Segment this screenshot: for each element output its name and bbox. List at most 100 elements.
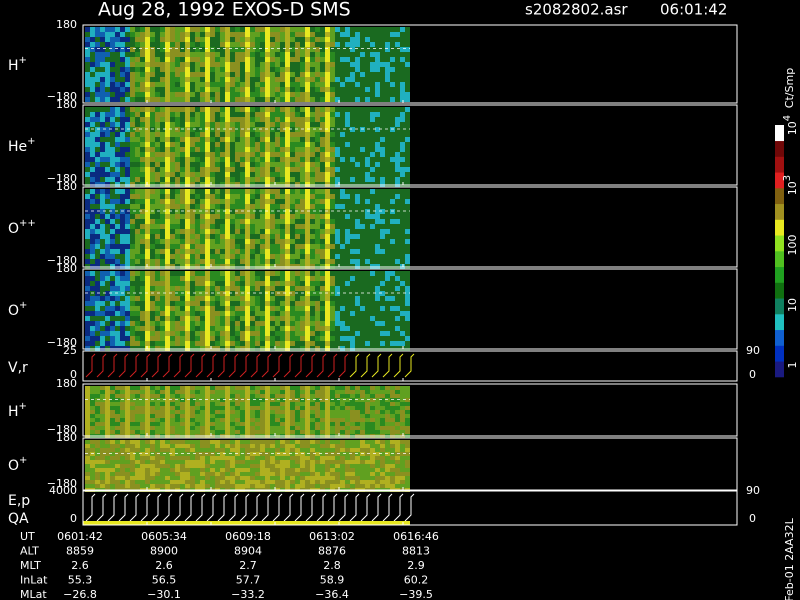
spectrogram-cell — [160, 254, 165, 259]
spectrogram-cell — [260, 398, 265, 402]
spectrogram-cell — [100, 177, 105, 182]
spectrogram-cell — [195, 326, 200, 331]
spectrogram-cell — [260, 386, 265, 390]
spectrogram-cell — [395, 410, 400, 414]
spectrogram-cell — [310, 276, 315, 281]
spectrogram-cell — [195, 87, 200, 92]
spectrogram-cell — [305, 249, 310, 254]
spectrogram-cell — [380, 177, 385, 182]
spectrogram-cell — [95, 97, 100, 102]
spectrogram-cell — [220, 306, 225, 311]
spectrogram-cell — [360, 37, 365, 42]
spectrogram-cell — [125, 27, 130, 32]
spectrogram-cell — [120, 306, 125, 311]
spectrogram-cell — [275, 306, 280, 311]
spectrogram-cell — [340, 306, 345, 311]
spectrogram-cell — [175, 286, 180, 291]
spectrogram-cell — [280, 42, 285, 47]
spectrogram-cell — [400, 47, 405, 52]
spectrogram-cell — [130, 209, 135, 214]
spectrogram-cell — [105, 406, 110, 410]
spectrogram-cell — [215, 194, 220, 199]
spectrogram-cell — [180, 414, 185, 418]
spectrogram-cell — [120, 326, 125, 331]
spectrogram-cell — [380, 62, 385, 67]
spectrogram-cell — [220, 82, 225, 87]
spectrogram-cell — [225, 57, 230, 62]
spectrogram-cell — [280, 162, 285, 167]
spectrogram-cell — [150, 92, 155, 97]
spectrogram-cell — [285, 426, 290, 430]
spectrogram-cell — [185, 276, 190, 281]
spectrogram-cell — [320, 386, 325, 390]
spectrogram-cell — [90, 301, 95, 306]
spectrogram-cell — [265, 394, 270, 398]
spectrogram-cell — [160, 77, 165, 82]
spectrogram-cell — [190, 214, 195, 219]
spectrogram-cell — [260, 239, 265, 244]
spectrogram-cell — [375, 62, 380, 67]
spectrogram-cell — [330, 204, 335, 209]
spectrogram-cell — [305, 62, 310, 67]
spectrogram-cell — [300, 418, 305, 422]
spectrogram-cell — [385, 386, 390, 390]
spectrogram-cell — [210, 426, 215, 430]
spectrogram-cell — [125, 244, 130, 249]
spectrogram-cell — [255, 390, 260, 394]
spectrogram-cell — [210, 239, 215, 244]
spectrogram-cell — [405, 386, 410, 390]
spectrogram-cell — [175, 172, 180, 177]
spectrogram-cell — [200, 414, 205, 418]
spectrogram-cell — [215, 402, 220, 406]
spectrogram-cell — [140, 224, 145, 229]
spectrogram-cell — [170, 52, 175, 57]
spectrogram-cell — [355, 112, 360, 117]
spectrogram-cell — [345, 132, 350, 137]
spectrogram-cell — [265, 341, 270, 346]
spectrogram-cell — [310, 27, 315, 32]
spectrogram-cell — [215, 390, 220, 394]
spectrogram-cell — [385, 281, 390, 286]
spectrogram-cell — [380, 271, 385, 276]
spectrogram-cell — [225, 301, 230, 306]
spectrogram-cell — [265, 47, 270, 52]
spectrogram-cell — [365, 418, 370, 422]
spectrogram-cell — [200, 249, 205, 254]
spectrogram-cell — [405, 42, 410, 47]
spectrogram-cell — [240, 402, 245, 406]
spectrogram-cell — [85, 259, 90, 264]
spectrogram-cell — [375, 162, 380, 167]
spectrogram-cell — [295, 402, 300, 406]
spectrogram-cell — [245, 406, 250, 410]
spectrogram-cell — [185, 112, 190, 117]
spectrogram-cell — [405, 152, 410, 157]
spectrogram-cell — [180, 326, 185, 331]
spectrogram-cell — [275, 27, 280, 32]
spectrogram-cell — [390, 32, 395, 37]
spectrogram-cell — [380, 152, 385, 157]
spectrogram-cell — [130, 316, 135, 321]
spectrogram-cell — [365, 47, 370, 52]
spectrogram-cell — [380, 244, 385, 249]
spectrogram-cell — [320, 430, 325, 434]
spectrogram-cell — [275, 276, 280, 281]
spectrogram-cell — [300, 162, 305, 167]
spectrogram-cell — [200, 127, 205, 132]
spectrogram-cell — [210, 32, 215, 37]
spectrogram-cell — [100, 286, 105, 291]
spectrogram-cell — [330, 254, 335, 259]
spectrogram-cell — [260, 244, 265, 249]
spectrogram-cell — [375, 422, 380, 426]
spectrogram-cell — [135, 386, 140, 390]
spectrogram-cell — [380, 336, 385, 341]
spectrogram-cell — [165, 189, 170, 194]
spectrogram-cell — [220, 239, 225, 244]
spectrogram-cell — [290, 219, 295, 224]
spectrogram-cell — [150, 276, 155, 281]
spectrogram-cell — [295, 430, 300, 434]
spectrogram-cell — [180, 301, 185, 306]
spectrogram-cell — [270, 418, 275, 422]
spectrogram-cell — [205, 209, 210, 214]
spectrogram-cell — [305, 194, 310, 199]
spectrogram-cell — [215, 336, 220, 341]
